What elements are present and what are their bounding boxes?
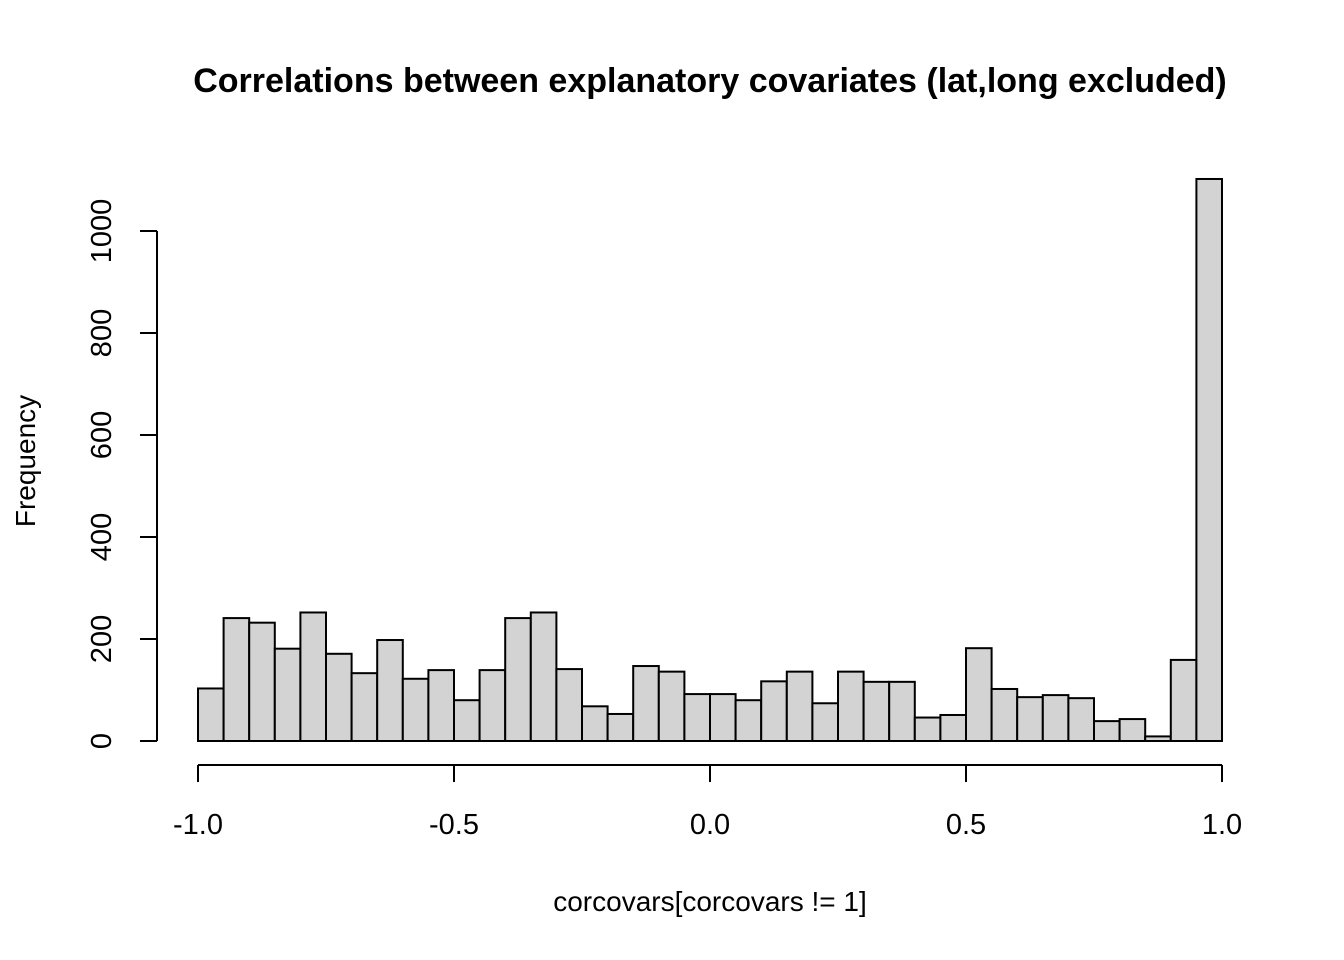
histogram-bar	[760, 680, 788, 743]
histogram-bar	[197, 687, 225, 742]
histogram-bar	[350, 672, 379, 742]
y-tick-label: 0	[86, 733, 118, 749]
histogram-bar	[1093, 720, 1121, 742]
x-axis-label: corcovars[corcovars != 1]	[553, 886, 867, 917]
histogram-bar	[1041, 694, 1070, 742]
y-tick-label: 600	[86, 411, 118, 459]
histogram-bar	[1169, 658, 1198, 742]
histogram-bar	[785, 670, 814, 743]
histogram-bar	[862, 680, 891, 743]
x-tick-label: -1.0	[173, 809, 223, 841]
histogram-bar	[325, 652, 353, 742]
histogram-bar	[1016, 696, 1044, 743]
histogram-bar	[529, 611, 558, 742]
histogram-bar	[427, 669, 455, 742]
histogram-bar	[401, 677, 430, 743]
y-axis-label: Frequency	[10, 395, 41, 527]
y-tick-label: 200	[86, 615, 118, 663]
y-tick-label: 1000	[86, 199, 118, 264]
histogram-bar	[504, 617, 532, 743]
histogram-bar	[376, 639, 404, 743]
histogram-bar	[632, 665, 660, 743]
histogram-bar	[478, 669, 507, 742]
y-axis: 0 200 400 600 800 1000	[86, 199, 158, 749]
chart-title: Correlations between explanatory covaria…	[193, 62, 1227, 100]
x-tick-label: 0.5	[946, 809, 986, 841]
histogram-bar	[683, 693, 712, 743]
y-tick-label: 400	[86, 513, 118, 561]
histogram-bar	[709, 693, 737, 743]
histogram-bar	[811, 702, 840, 743]
histogram-bar	[1195, 177, 1224, 743]
histogram-bar	[222, 617, 251, 743]
y-tick-label: 800	[86, 309, 118, 357]
histogram-bar	[555, 668, 584, 743]
histogram-bar	[299, 611, 327, 742]
histogram-bar	[657, 670, 686, 743]
histogram-bar	[939, 713, 968, 742]
histogram-bar	[606, 712, 635, 742]
histogram-bar	[1144, 735, 1172, 742]
histogram-bar	[248, 621, 276, 742]
x-tick-label: -0.5	[429, 809, 479, 841]
histogram-bar	[581, 705, 609, 743]
histogram-bar	[1067, 697, 1096, 742]
histogram-bar	[453, 699, 481, 743]
x-axis: -1.0 -0.5 0.0 0.5 1.0	[173, 764, 1242, 841]
x-tick-label: 1.0	[1202, 809, 1242, 841]
histogram-bar	[990, 687, 1019, 742]
bars-group	[197, 177, 1224, 743]
histogram-bar	[913, 716, 942, 742]
x-tick-label: 0.0	[690, 809, 730, 841]
histogram-bar	[837, 670, 865, 743]
histogram-bar	[965, 647, 993, 742]
histogram-bar	[273, 647, 302, 742]
histogram-bar	[1118, 718, 1147, 743]
histogram-bar	[888, 680, 916, 743]
histogram-bar	[734, 699, 763, 743]
